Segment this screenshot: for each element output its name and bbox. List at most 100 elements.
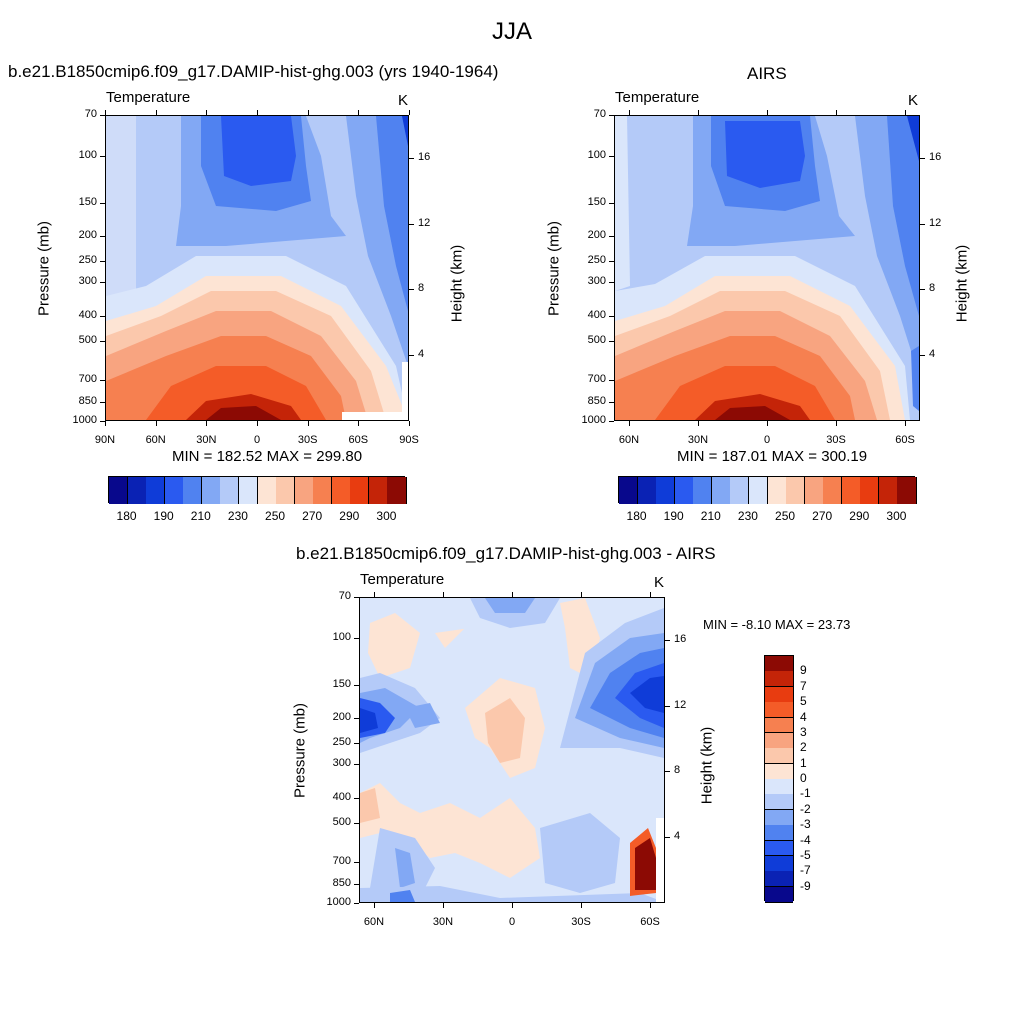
pressure-tick-mark	[100, 282, 105, 284]
latitude-tick-mark	[257, 110, 258, 115]
height-tick-label: 16	[929, 150, 942, 163]
colorbar-swatch	[765, 748, 793, 765]
contour-plot-airs	[614, 115, 920, 421]
pressure-tick-label: 850	[587, 395, 606, 408]
pressure-tick-label: 500	[78, 334, 97, 347]
contour-fill	[485, 698, 525, 763]
pressure-tick-label: 500	[332, 816, 351, 829]
pressure-tick-mark	[100, 402, 105, 404]
pressure-tick-mark	[354, 638, 359, 640]
colorbar-swatch	[765, 671, 793, 688]
pressure-tick-label: 300	[332, 757, 351, 770]
latitude-tick-mark	[629, 421, 630, 426]
latitude-tick-label: 90S	[399, 434, 419, 446]
height-tick-mark	[665, 837, 670, 839]
colorbar-swatch	[674, 477, 694, 504]
latitude-tick-label: 60N	[145, 434, 166, 446]
pressure-tick-mark	[354, 597, 359, 598]
colorbar-swatch	[765, 686, 793, 703]
colorbar-model	[108, 476, 407, 504]
latitude-tick-label: 30N	[687, 434, 709, 446]
colorbar-label: -2	[800, 801, 811, 816]
latitude-tick-label: 0	[253, 434, 261, 446]
y2-axis-label-model: Height (km)	[448, 244, 466, 323]
colorbar-label: 210	[190, 509, 211, 523]
pressure-tick-mark	[354, 684, 359, 686]
missing-data-mask	[342, 412, 408, 420]
colorbar-label: 3	[800, 724, 807, 739]
missing-data-mask	[656, 818, 664, 902]
pressure-tick-label: 150	[587, 195, 606, 208]
height-tick-mark	[920, 157, 925, 159]
main-title: JJA	[491, 18, 532, 45]
height-tick-label: 4	[418, 348, 425, 361]
latitude-tick-mark	[206, 421, 208, 426]
colorbar-swatch	[693, 477, 713, 504]
panel-units-label-airs: K	[908, 92, 919, 109]
colorbar-label: 0	[800, 771, 807, 785]
panel-units-label-model: K	[398, 92, 409, 109]
pressure-tick-label: 150	[78, 195, 97, 208]
pressure-tick-label: 300	[78, 275, 97, 288]
colorbar-label: 270	[812, 509, 833, 523]
height-tick-mark	[409, 223, 414, 225]
latitude-tick-mark	[206, 110, 208, 115]
height-tick-label: 16	[418, 150, 431, 163]
colorbar-swatch	[860, 477, 880, 504]
pressure-tick-label: 250	[78, 254, 97, 267]
contour-fill	[360, 788, 380, 823]
pressure-tick-label: 250	[332, 736, 351, 749]
y2-axis-label-airs: Height (km)	[953, 244, 971, 323]
contour-fill	[368, 613, 420, 678]
colorbar-swatch	[164, 477, 184, 504]
pressure-tick-mark	[100, 421, 105, 422]
colorbar-label: 7	[800, 678, 807, 693]
colorbar-swatch	[767, 477, 787, 504]
pressure-tick-label: 100	[78, 149, 97, 162]
latitude-tick-label: 60S	[348, 434, 369, 446]
colorbar-swatch	[765, 763, 793, 780]
latitude-tick-mark	[307, 421, 309, 426]
pressure-tick-mark	[609, 421, 614, 422]
pressure-tick-mark	[609, 402, 614, 404]
pressure-tick-mark	[354, 903, 359, 904]
colorbar-swatch	[804, 477, 824, 504]
latitude-tick-mark	[409, 421, 410, 426]
colorbar-swatch	[276, 477, 296, 504]
contour-fill	[615, 116, 630, 291]
stats-airs: MIN = 187.01 MAX = 300.19	[677, 448, 868, 465]
y-axis-label-diff: Pressure (mb)	[291, 702, 309, 799]
latitude-tick-mark	[374, 592, 375, 597]
stats-model: MIN = 182.52 MAX = 299.80	[172, 448, 363, 465]
colorbar-label: 300	[886, 509, 907, 523]
contour-fill	[206, 406, 281, 420]
height-tick-mark	[665, 705, 670, 707]
contour-fill	[911, 346, 919, 411]
contour-fill	[485, 598, 535, 613]
latitude-tick-mark	[307, 110, 309, 115]
colorbar-swatch	[765, 871, 793, 888]
pressure-tick-mark	[354, 764, 359, 766]
colorbar-swatch	[257, 477, 277, 504]
height-tick-label: 8	[674, 764, 681, 777]
latitude-tick-mark	[257, 421, 258, 426]
colorbar-swatch	[765, 779, 793, 795]
contour-fill	[725, 121, 805, 188]
latitude-tick-mark	[155, 421, 157, 426]
colorbar-label: -4	[800, 832, 811, 847]
pressure-tick-mark	[609, 202, 614, 204]
latitude-tick-mark	[155, 110, 157, 115]
colorbar-label: 180	[116, 509, 137, 523]
colorbar-label: 290	[339, 509, 360, 523]
contour-fill	[402, 116, 408, 146]
pressure-tick-mark	[609, 379, 614, 381]
colorbar-label: -7	[800, 863, 811, 878]
pressure-tick-mark	[354, 823, 359, 825]
colorbar-label: -5	[800, 847, 811, 862]
colorbar-swatch	[656, 477, 676, 504]
colorbar-swatch	[765, 717, 793, 734]
pressure-tick-label: 70	[338, 590, 351, 602]
colorbar-swatch	[765, 656, 793, 672]
latitude-tick-mark	[836, 110, 837, 115]
height-tick-label: 8	[418, 282, 425, 295]
